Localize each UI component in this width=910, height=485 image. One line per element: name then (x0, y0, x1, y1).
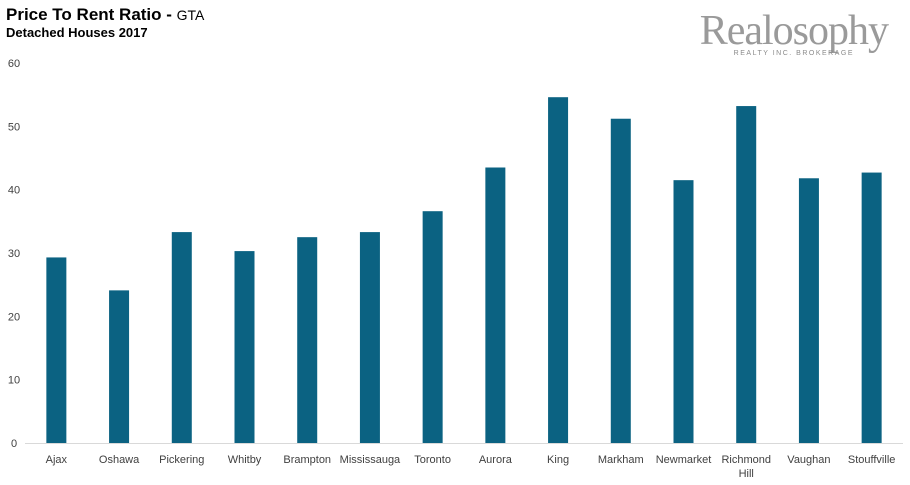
chart-subtitle: Detached Houses 2017 (6, 25, 148, 40)
chart-title: Price To Rent Ratio - GTA (6, 5, 204, 25)
x-tick-label: Aurora (479, 454, 513, 466)
bar (673, 180, 694, 443)
bar (109, 290, 130, 443)
y-tick-label: 30 (8, 248, 20, 260)
bar (234, 251, 255, 443)
bar (422, 211, 443, 443)
bar (861, 172, 882, 444)
x-tick-label: Vaughan (787, 454, 830, 466)
bar (798, 178, 819, 443)
brand-logo: Realosophy REALTY INC. BROKERAGE (699, 8, 889, 57)
bar (610, 118, 631, 443)
y-tick-label: 20 (8, 311, 20, 323)
bar (736, 106, 757, 444)
y-tick-label: 60 (8, 58, 20, 70)
y-tick-label: 50 (8, 121, 20, 133)
x-tick-label-line: Hill (739, 468, 754, 480)
x-tick-label: Brampton (283, 454, 331, 466)
y-tick-label: 0 (11, 438, 17, 450)
chart-header: Price To Rent Ratio - GTA Detached House… (6, 5, 204, 41)
logo-tagline: REALTY INC. BROKERAGE (733, 50, 854, 57)
x-tick-label: Toronto (414, 454, 451, 466)
x-tick-label: King (547, 454, 569, 466)
bar (548, 97, 569, 443)
logo-wordmark: Realosophy (699, 8, 889, 54)
x-tick-label: Newmarket (656, 454, 712, 466)
x-tick-label: Stouffville (848, 454, 896, 466)
x-tick-label: Mississauga (340, 454, 401, 466)
x-tick-label: Ajax (46, 454, 68, 466)
chart-title-region: GTA (176, 7, 205, 23)
bar (171, 232, 192, 443)
bar (359, 232, 380, 443)
x-tick-label: Oshawa (99, 454, 140, 466)
x-tick-label: Whitby (228, 454, 262, 466)
bar (485, 167, 506, 443)
bar (46, 257, 67, 443)
x-tick-label: Pickering (159, 454, 204, 466)
chart-title-main: Price To Rent Ratio - (6, 5, 177, 24)
y-tick-label: 10 (8, 375, 20, 387)
y-tick-label: 40 (8, 185, 20, 197)
x-tick-label-line: Richmond (721, 454, 771, 466)
x-tick-label: Richmond Hill (721, 454, 771, 480)
x-tick-label: Markham (598, 454, 644, 466)
bar (297, 237, 318, 443)
